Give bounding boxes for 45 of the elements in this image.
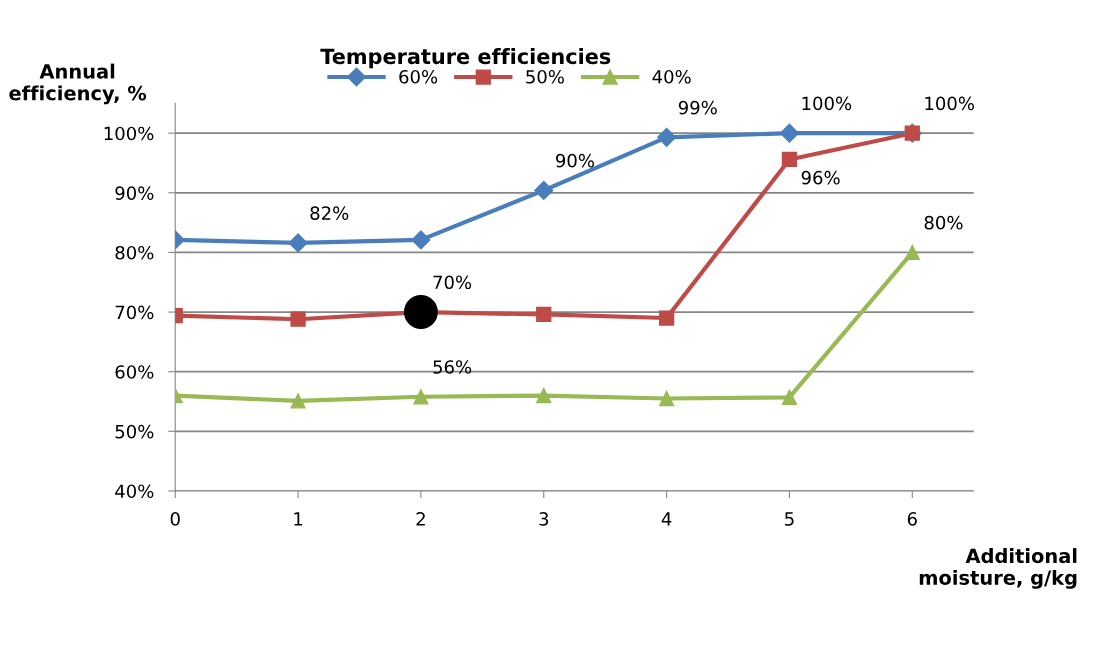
data-label: 100% <box>802 96 852 111</box>
x-tick-label: 6 <box>907 512 917 526</box>
x-axis-title: Additional moisture, g/kg <box>919 548 1077 589</box>
y-axis-title: Annual efficiency, % <box>9 63 147 105</box>
x-tick-label: 2 <box>416 512 425 526</box>
y-tick-label: 50% <box>115 424 154 439</box>
data-label: 96% <box>801 170 840 185</box>
data-label: 80% <box>924 215 963 230</box>
point <box>781 389 798 405</box>
point <box>403 295 438 330</box>
point <box>413 389 429 405</box>
point <box>411 230 431 250</box>
point <box>781 151 798 168</box>
y-tick-label: 60% <box>115 365 154 379</box>
point <box>534 180 554 200</box>
x-tick-label: 5 <box>785 512 794 526</box>
chart-title: Temperature efficiencies <box>320 48 611 69</box>
point <box>779 123 799 143</box>
point <box>657 127 677 147</box>
legend-label: 60% <box>399 69 438 84</box>
point <box>536 306 552 323</box>
point <box>290 311 306 327</box>
y-tick-label: 100% <box>104 126 154 141</box>
data-label: 82% <box>310 206 349 220</box>
y-tick-label: 40% <box>115 484 154 499</box>
y-tick-label: 80% <box>115 245 154 260</box>
x-tick-label: 4 <box>661 512 672 526</box>
point <box>904 244 920 261</box>
data-label: 70% <box>433 275 472 290</box>
x-tick-label: 0 <box>170 512 180 526</box>
data-label: 90% <box>556 153 594 168</box>
point <box>658 310 675 326</box>
data-label: 100% <box>925 96 975 111</box>
x-tick-label: 1 <box>294 512 303 526</box>
point <box>290 393 306 409</box>
point <box>288 233 308 253</box>
y-tick-label: 70% <box>115 305 154 320</box>
x-tick-label: 3 <box>539 512 549 526</box>
legend-label: 40% <box>652 69 691 84</box>
point <box>658 390 675 407</box>
data-label: 56% <box>433 360 472 374</box>
point <box>536 387 552 404</box>
data-label: 99% <box>678 100 717 115</box>
y-tick-label: 90% <box>115 186 154 200</box>
legend-label: 50% <box>526 69 564 84</box>
